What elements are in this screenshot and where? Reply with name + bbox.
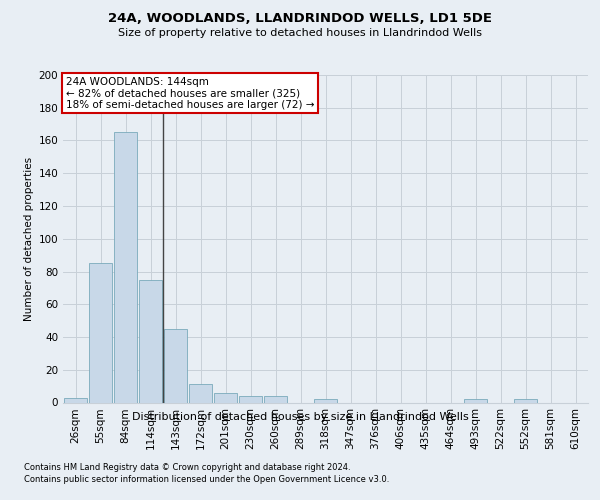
Bar xyxy=(189,384,212,402)
Bar xyxy=(114,132,137,402)
Bar xyxy=(464,399,487,402)
Bar xyxy=(214,392,237,402)
Bar xyxy=(139,280,162,402)
Bar xyxy=(89,264,112,402)
Bar xyxy=(314,399,337,402)
Text: 24A WOODLANDS: 144sqm
← 82% of detached houses are smaller (325)
18% of semi-det: 24A WOODLANDS: 144sqm ← 82% of detached … xyxy=(65,76,314,110)
Bar xyxy=(239,396,262,402)
Text: Contains public sector information licensed under the Open Government Licence v3: Contains public sector information licen… xyxy=(24,475,389,484)
Bar xyxy=(514,399,537,402)
Text: 24A, WOODLANDS, LLANDRINDOD WELLS, LD1 5DE: 24A, WOODLANDS, LLANDRINDOD WELLS, LD1 5… xyxy=(108,12,492,26)
Text: Size of property relative to detached houses in Llandrindod Wells: Size of property relative to detached ho… xyxy=(118,28,482,38)
Text: Distribution of detached houses by size in Llandrindod Wells: Distribution of detached houses by size … xyxy=(131,412,469,422)
Text: Contains HM Land Registry data © Crown copyright and database right 2024.: Contains HM Land Registry data © Crown c… xyxy=(24,464,350,472)
Bar xyxy=(264,396,287,402)
Y-axis label: Number of detached properties: Number of detached properties xyxy=(24,156,34,321)
Bar xyxy=(164,329,187,402)
Bar xyxy=(64,398,87,402)
